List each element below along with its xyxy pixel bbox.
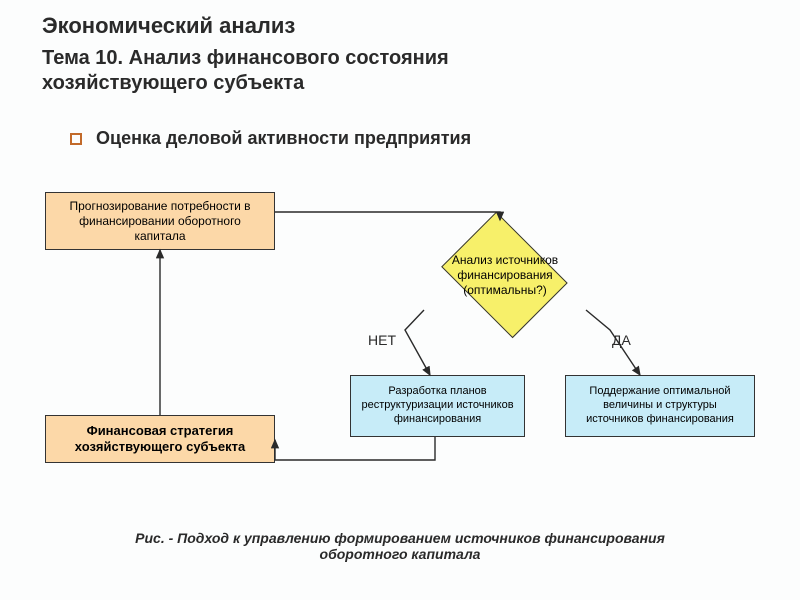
node-strategy-label: Финансовая стратегия хозяйствующего субъ… <box>54 423 266 456</box>
bullet-row: Оценка деловой активности предприятия <box>70 128 471 149</box>
node-strategy: Финансовая стратегия хозяйствующего субъ… <box>45 415 275 463</box>
figure-caption: Рис. - Подход к управлению формированием… <box>110 530 690 562</box>
node-maintain-label: Поддержание оптимальной величины и струк… <box>574 385 746 426</box>
node-maintain: Поддержание оптимальной величины и струк… <box>565 375 755 437</box>
subtitle-line2: хозяйствующего субъекта <box>42 72 304 94</box>
header-block: Экономический анализ Тема 10. Анализ фин… <box>42 12 760 96</box>
node-plan-label: Разработка планов реструктуризации источ… <box>359 385 516 426</box>
node-forecast-label: Прогнозирование потребности в финансиров… <box>54 199 266 244</box>
subtitle-line1: Тема 10. Анализ финансового состояния <box>42 47 449 69</box>
node-decision-label: Анализ источников финансирования (оптима… <box>435 253 575 298</box>
subtitle: Тема 10. Анализ финансового состояния хо… <box>42 46 760 96</box>
edge-label-yes: ДА <box>612 332 631 348</box>
node-decision: Анализ источников финансирования (оптима… <box>405 220 605 330</box>
node-forecast: Прогнозирование потребности в финансиров… <box>45 192 275 250</box>
edge-label-no: НЕТ <box>368 332 396 348</box>
main-title: Экономический анализ <box>42 12 760 40</box>
bullet-marker-icon <box>70 133 82 145</box>
bullet-text: Оценка деловой активности предприятия <box>96 128 471 149</box>
node-plan: Разработка планов реструктуризации источ… <box>350 375 525 437</box>
